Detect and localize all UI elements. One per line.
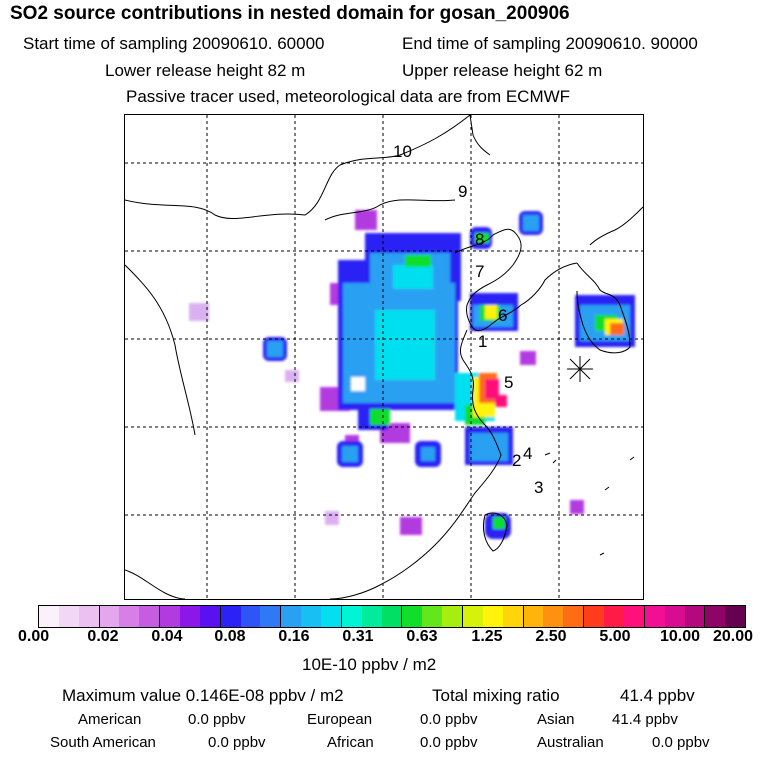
start-time: Start time of sampling 20090610. 60000 (23, 34, 325, 53)
colorbar-segment (604, 606, 624, 627)
colorbar-segment (361, 606, 382, 627)
colorbar-tick-4: 0.16 (278, 628, 310, 645)
colorbar-tick-6: 0.63 (406, 628, 438, 645)
region-label-2: 2 (512, 451, 521, 470)
colorbar-segment (442, 606, 464, 627)
colorbar-segment (180, 606, 200, 627)
source-contribution-map: 10 9 8 7 6 1 5 4 2 3 (124, 114, 644, 600)
colorbar-segment (705, 606, 726, 627)
colorbar-segment (260, 606, 282, 627)
region-label-5: 5 (504, 373, 513, 392)
colorbar-segment (584, 606, 605, 627)
total-mixing-value: 41.4 ppbv (620, 686, 695, 705)
upper-release-height: Upper release height 62 m (402, 61, 603, 80)
region-australian-value: 0.0 ppbv (652, 734, 710, 751)
concentration-field (189, 210, 635, 539)
colorbar-segment (502, 606, 524, 627)
region-label-10: 10 (393, 142, 412, 161)
region-australian-name: Australian (537, 734, 604, 751)
colorbar-segment (684, 606, 706, 627)
figure-title: SO2 source contributions in nested domai… (10, 3, 570, 24)
colorbar-tick-2: 0.04 (151, 628, 183, 645)
region-label-4: 4 (523, 444, 532, 463)
colorbar-segment (422, 606, 443, 627)
colorbar-segment (58, 606, 79, 627)
colorbar-segment (341, 606, 362, 627)
colorbar-tick-1: 0.02 (87, 628, 119, 645)
colorbar-tick-8: 2.50 (535, 628, 567, 645)
region-south-american-value: 0.0 ppbv (208, 734, 266, 751)
colorbar-segment (139, 606, 161, 627)
colorbar-segment (321, 606, 342, 627)
colorbar-segment (199, 606, 221, 627)
lower-release-height: Lower release height 82 m (105, 61, 306, 80)
colorbar-tick-3: 0.08 (214, 628, 246, 645)
region-african-name: African (327, 734, 374, 751)
region-south-american-name: South American (50, 734, 156, 751)
colorbar-segment (523, 606, 544, 627)
colorbar-segment (78, 606, 100, 627)
colorbar-segment (463, 606, 483, 627)
region-label-8: 8 (475, 230, 484, 249)
colorbar-segment (543, 606, 564, 627)
region-label-6: 6 (498, 306, 507, 325)
colorbar-segment (482, 606, 503, 627)
colorbar-tick-5: 0.31 (342, 628, 374, 645)
max-value: Maximum value 0.146E-08 ppbv / m2 (62, 686, 344, 705)
colorbar-segment (281, 606, 302, 627)
region-european-value: 0.0 ppbv (420, 711, 478, 728)
colorbar-tick-11: 20.00 (713, 628, 754, 645)
colorbar (38, 605, 746, 628)
colorbar-segment (119, 606, 140, 627)
region-label-3: 3 (534, 478, 543, 497)
colorbar-segment (725, 606, 746, 627)
colorbar-tick-9: 5.00 (599, 628, 631, 645)
colorbar-segment (39, 606, 59, 627)
end-time: End time of sampling 20090610. 90000 (402, 34, 698, 53)
colorbar-segment (381, 606, 403, 627)
colorbar-segment (563, 606, 585, 627)
tracer-note: Passive tracer used, meteorological data… (126, 87, 571, 106)
colorbar-tick-10: 10.00 (659, 628, 701, 645)
colorbar-tick-7: 1.25 (471, 628, 503, 645)
colorbar-segment (220, 606, 241, 627)
region-american-name: American (78, 711, 142, 728)
region-american-value: 0.0 ppbv (188, 711, 246, 728)
colorbar-segment (160, 606, 181, 627)
region-asian-value: 41.4 ppbv (612, 711, 678, 728)
lat-lon-grid (125, 115, 643, 599)
region-asian-name: Asian (537, 711, 575, 728)
colorbar-segment (240, 606, 261, 627)
colorbar-segment (623, 606, 645, 627)
colorbar-segment (644, 606, 665, 627)
region-european-name: European (307, 711, 373, 728)
receptor-star-icon (567, 356, 593, 382)
colorbar-segment (99, 606, 120, 627)
colorbar-segment (301, 606, 322, 627)
colorbar-segment (664, 606, 685, 627)
colorbar-tick-0: 0.00 (18, 628, 50, 645)
region-african-value: 0.0 ppbv (420, 734, 478, 751)
total-mixing-label: Total mixing ratio (432, 686, 560, 705)
region-label-9: 9 (458, 182, 467, 201)
region-label-1: 1 (478, 332, 487, 351)
region-label-7: 7 (475, 262, 484, 281)
colorbar-unit-label: 10E-10 ppbv / m2 (302, 655, 437, 674)
colorbar-segment (402, 606, 423, 627)
coastlines (125, 115, 643, 599)
